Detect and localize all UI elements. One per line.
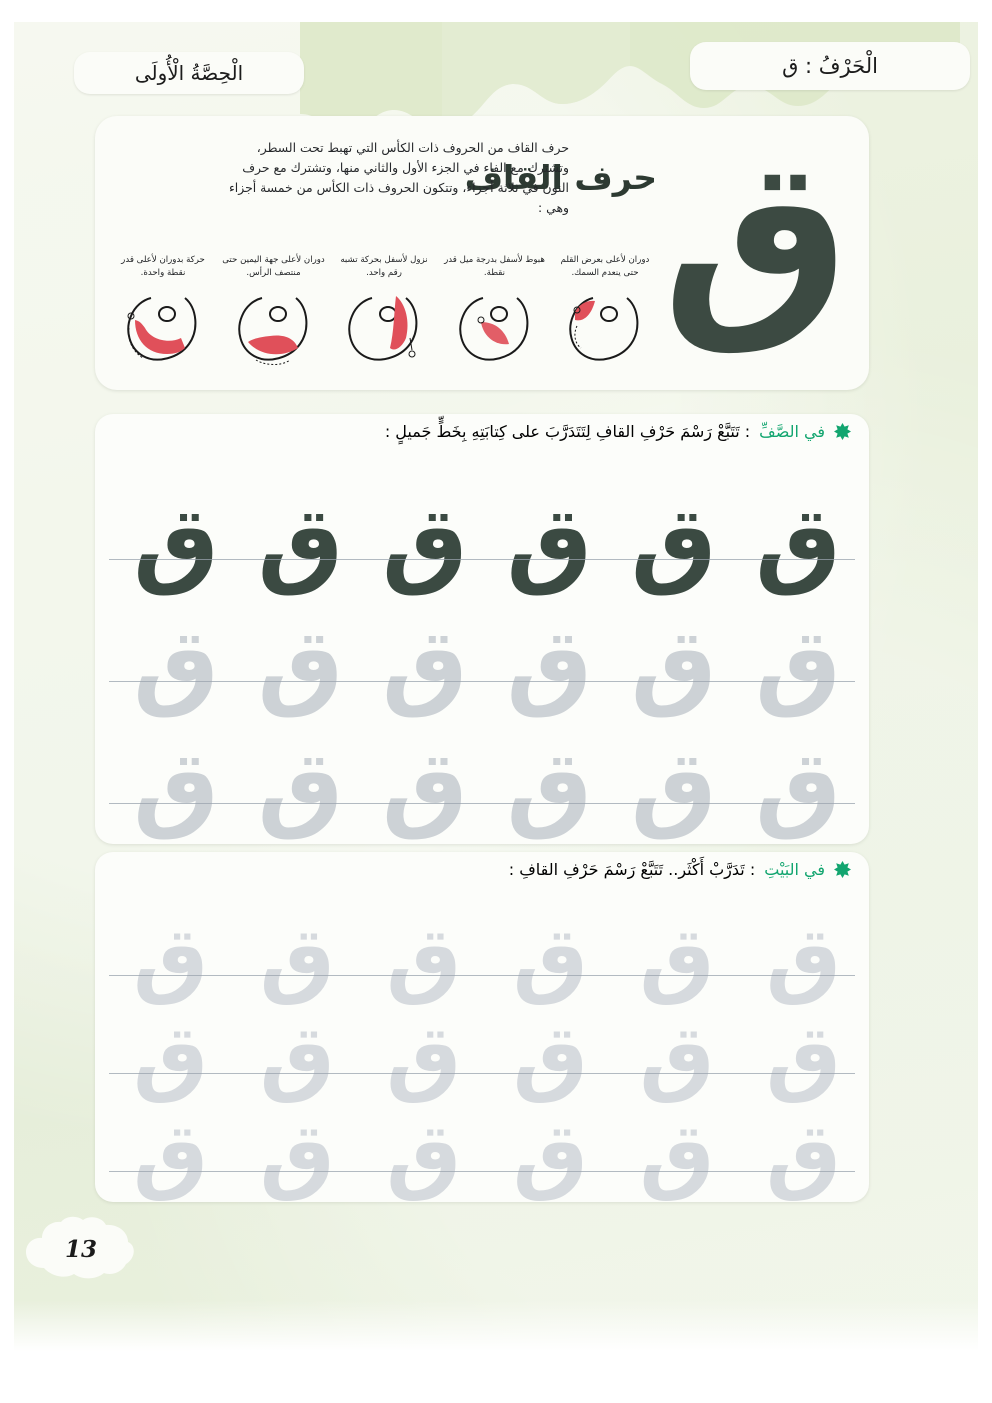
practice-glyph[interactable]: ق: [386, 1105, 462, 1203]
stroke-step-1-caption: حركة بدوران لأعلى قدر نقطة واحدة.: [121, 255, 205, 278]
practice-row: ق ق ق ق ق ق: [103, 1094, 861, 1196]
practice-row: ق ق ق ق ق ق: [103, 702, 861, 834]
lesson-title-tab: الْحِصَّةُ الْأُولَى: [74, 52, 304, 94]
practice-glyph[interactable]: ق: [381, 486, 468, 598]
page-number-cloud-shape: [26, 1216, 136, 1282]
practice-glyph[interactable]: ق: [639, 1105, 715, 1203]
stroke-step-4-caption: هبوط لأسفل بدرجة ميل قدر نقطة.: [444, 255, 545, 278]
classroom-practice-rows: ق ق ق ق ق ق ق ق ق ق ق ق: [103, 458, 861, 834]
stroke-step-1: حركة بدوران لأعلى قدر نقطة واحدة.: [111, 254, 215, 372]
practice-glyph[interactable]: ق: [765, 1105, 841, 1203]
practice-glyph[interactable]: ق: [755, 486, 841, 598]
practice-glyph[interactable]: ق: [257, 730, 344, 842]
practice-glyph[interactable]: ق: [512, 1007, 588, 1105]
classroom-prompt: في الصَّفِّ : تَتَبَّعْ رَسْمَ حَرْفِ ال…: [385, 422, 851, 441]
stroke-step-2: دوران لأعلى جهة اليمين حتى منتصف الرأس.: [222, 254, 326, 372]
practice-glyph[interactable]: ق: [755, 730, 841, 842]
practice-glyph[interactable]: ق: [133, 486, 219, 598]
practice-glyph-line: ق ق ق ق ق ق: [133, 616, 841, 712]
practice-glyph[interactable]: ق: [386, 1007, 462, 1105]
home-prompt-text: : تَدَرَّبْ أَكْثَر.. تَتَبَّعْ رَسْمَ ح…: [508, 860, 756, 879]
practice-glyph[interactable]: ق: [257, 486, 344, 598]
home-prompt: في البَيْتِ : تَدَرَّبْ أَكْثَر.. تَتَبَ…: [509, 860, 851, 879]
practice-glyph[interactable]: ق: [506, 608, 593, 720]
scan-bottom-margin: [0, 1352, 992, 1403]
practice-glyph-line: ق ق ق ق ق ق: [133, 1112, 841, 1196]
practice-glyph[interactable]: ق: [755, 608, 841, 720]
practice-glyph[interactable]: ق: [259, 1105, 335, 1203]
stroke-step-2-figure: [226, 286, 322, 372]
practice-glyph-line: ق ق ق ق ق ق: [133, 738, 841, 834]
practice-glyph[interactable]: ق: [381, 608, 468, 720]
practice-glyph[interactable]: ق: [630, 486, 717, 598]
practice-glyph[interactable]: ق: [257, 608, 344, 720]
practice-glyph[interactable]: ق: [512, 909, 588, 1007]
practice-glyph[interactable]: ق: [639, 909, 715, 1007]
letter-title-tab: الْحَرْفُ : ق: [690, 42, 970, 90]
practice-glyph[interactable]: ق: [133, 1105, 209, 1203]
home-practice-rows: ق ق ق ق ق ق ق ق ق ق ق ق: [103, 898, 861, 1196]
practice-glyph[interactable]: ق: [506, 730, 593, 842]
stroke-step-4: هبوط لأسفل بدرجة ميل قدر نقطة.: [443, 254, 547, 372]
practice-glyph[interactable]: ق: [630, 608, 717, 720]
stroke-step-1-figure: [115, 286, 211, 372]
classroom-where-label: في الصَّفِّ: [759, 422, 825, 441]
practice-glyph[interactable]: ق: [259, 1007, 335, 1105]
letter-title-text: الْحَرْفُ : ق: [782, 54, 878, 78]
letter-name-heading: حرف القاف: [464, 158, 657, 197]
practice-glyph-line: ق ق ق ق ق ق: [133, 494, 841, 590]
practice-glyph-line: ق ق ق ق ق ق: [133, 1014, 841, 1098]
practice-glyph[interactable]: ق: [506, 486, 593, 598]
stroke-step-3-caption: نزول لأسفل بحركة تشبه رقم واحد.: [340, 255, 428, 278]
practice-glyph[interactable]: ق: [133, 608, 219, 720]
stroke-step-5-caption: دوران لأعلى بعرض القلم حتى ينعدم السمك.: [560, 255, 650, 278]
practice-glyph[interactable]: ق: [133, 909, 209, 1007]
home-exercise-card: في البَيْتِ : تَدَرَّبْ أَكْثَر.. تَتَبَ…: [95, 852, 869, 1202]
practice-glyph[interactable]: ق: [765, 1007, 841, 1105]
practice-glyph-line: ق ق ق ق ق ق: [133, 916, 841, 1000]
classroom-exercise-card: في الصَّفِّ : تَتَبَّعْ رَسْمَ حَرْفِ ال…: [95, 414, 869, 844]
practice-glyph[interactable]: ق: [133, 1007, 209, 1105]
practice-glyph[interactable]: ق: [133, 730, 219, 842]
star-bullet-icon: [834, 423, 851, 440]
page-number: 13: [65, 1235, 98, 1263]
letter-info-card: ق حرف القاف حرف القاف من الحروف ذات الكأ…: [95, 116, 869, 390]
stroke-step-4-figure: [447, 286, 543, 372]
practice-glyph[interactable]: ق: [630, 730, 717, 842]
stroke-step-5-figure: [557, 286, 653, 372]
home-where-label: في البَيْتِ: [764, 860, 825, 879]
practice-row: ق ق ق ق ق ق: [103, 458, 861, 590]
practice-glyph[interactable]: ق: [259, 909, 335, 1007]
paper-bottom-fade: [14, 1300, 978, 1360]
stroke-step-3: نزول لأسفل بحركة تشبه رقم واحد.: [332, 254, 436, 372]
stroke-step-5: دوران لأعلى بعرض القلم حتى ينعدم السمك.: [553, 254, 657, 372]
practice-row: ق ق ق ق ق ق: [103, 580, 861, 712]
stroke-step-2-caption: دوران لأعلى جهة اليمين حتى منتصف الرأس.: [222, 255, 325, 278]
practice-row: ق ق ق ق ق ق: [103, 898, 861, 1000]
classroom-prompt-text: : تَتَبَّعْ رَسْمَ حَرْفِ القافِ لِتَتَد…: [384, 422, 751, 441]
big-letter-display: ق: [662, 113, 850, 358]
star-bullet-icon: [834, 861, 851, 878]
stroke-step-3-figure: [336, 286, 432, 372]
practice-glyph[interactable]: ق: [765, 909, 841, 1007]
practice-glyph[interactable]: ق: [512, 1105, 588, 1203]
practice-glyph[interactable]: ق: [386, 909, 462, 1007]
stroke-steps-strip: دوران لأعلى بعرض القلم حتى ينعدم السمك. …: [111, 254, 657, 382]
letter-description: حرف القاف من الحروف ذات الكأس التي تهبط …: [228, 140, 569, 216]
practice-row: ق ق ق ق ق ق: [103, 996, 861, 1098]
scan-top-margin: [0, 0, 992, 22]
practice-glyph[interactable]: ق: [381, 730, 468, 842]
practice-glyph[interactable]: ق: [639, 1007, 715, 1105]
lesson-title-text: الْحِصَّةُ الْأُولَى: [134, 61, 244, 85]
